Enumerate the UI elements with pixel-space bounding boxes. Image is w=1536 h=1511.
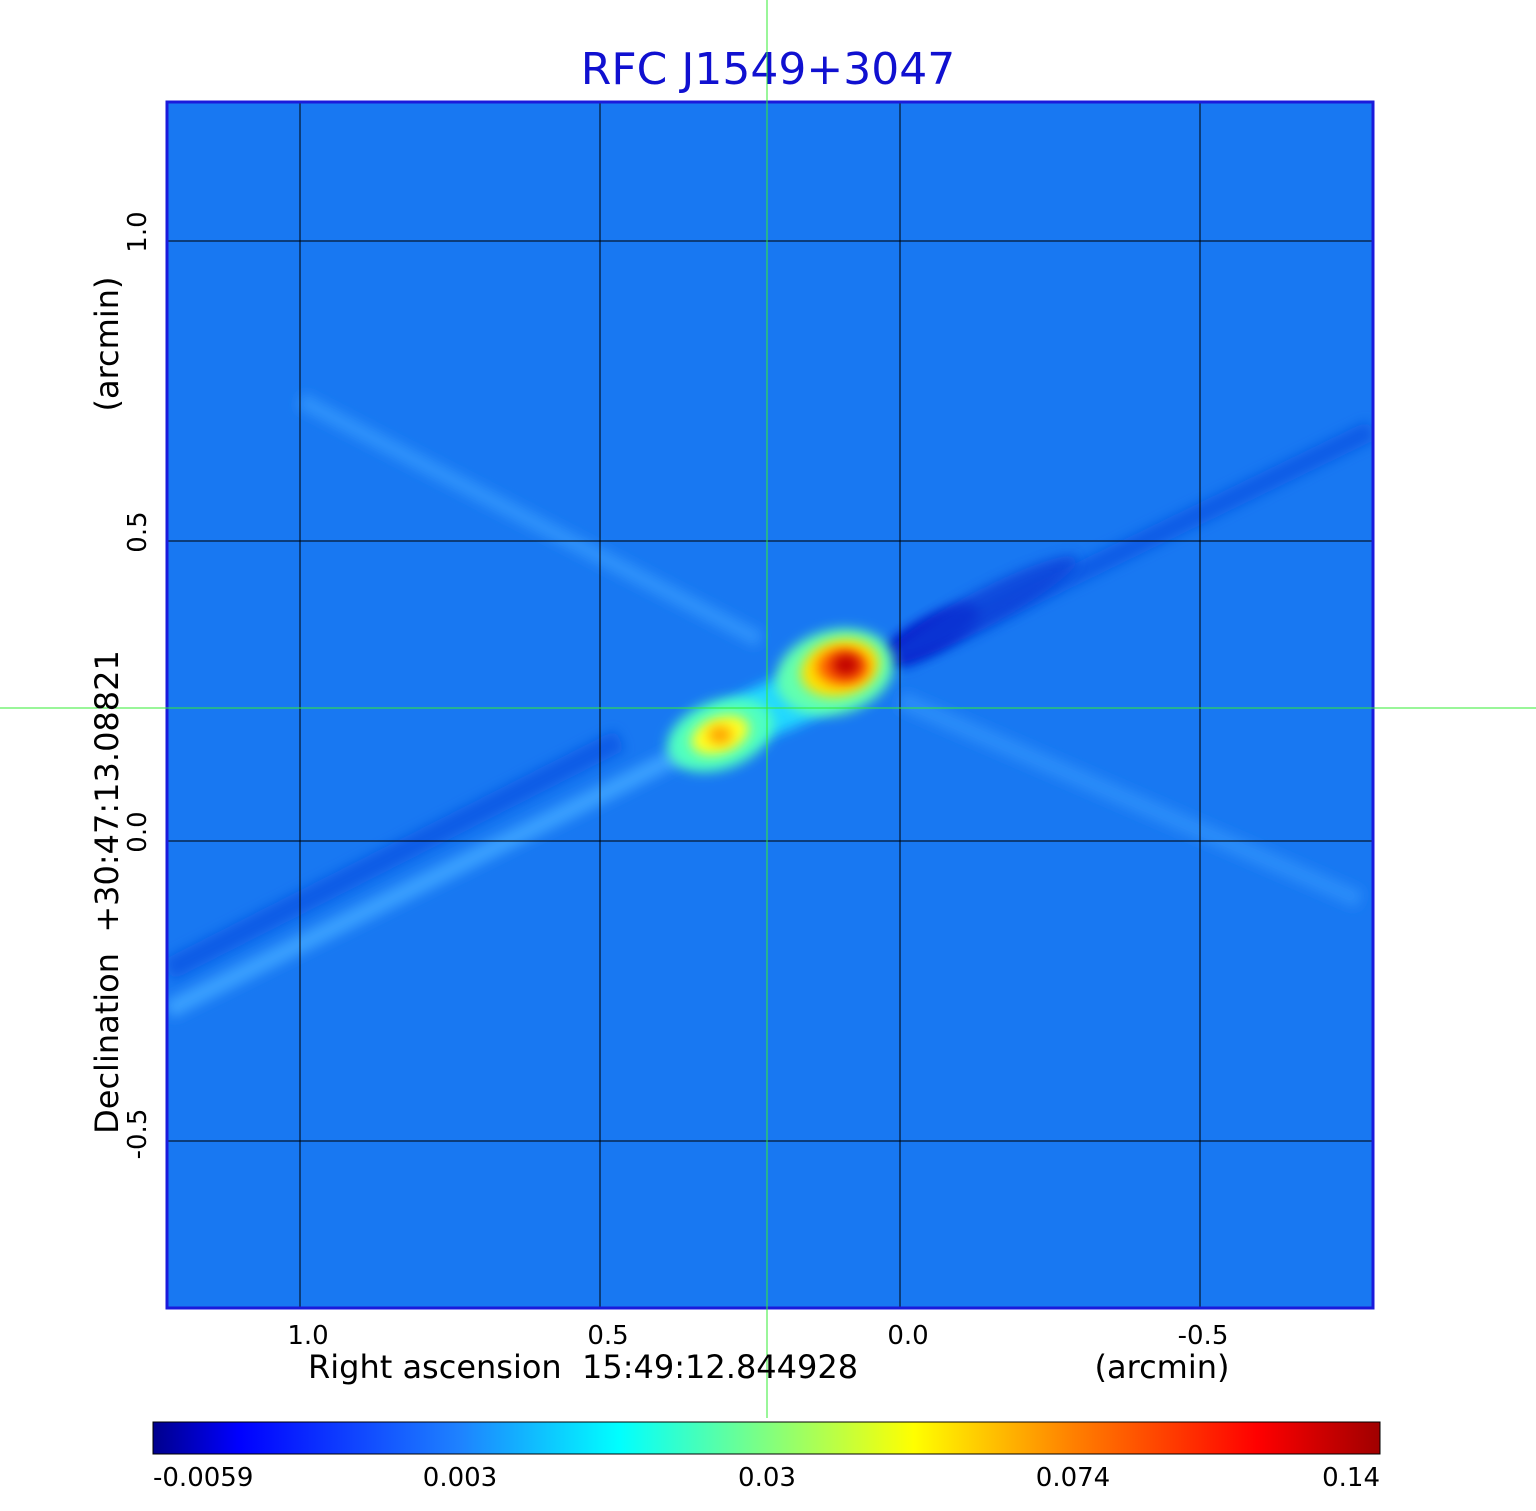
x-tick-labels: 1.0 0.5 0.0 -0.5 <box>287 1321 1228 1351</box>
colorbar-label: 0.03 <box>738 1463 796 1493</box>
colorbar-label: 0.14 <box>1322 1463 1380 1493</box>
colorbar-labels: -0.0059 0.003 0.03 0.074 0.14 <box>153 1463 1380 1493</box>
x-tick-label: 0.5 <box>587 1321 628 1351</box>
plot-area <box>168 103 1372 1307</box>
negative-sidelobe-halo <box>882 555 1078 665</box>
x-axis-label: Right ascension 15:49:12.844928 <box>308 1348 858 1386</box>
colorbar-label: 0.074 <box>1036 1463 1110 1493</box>
jet-component-peak <box>708 726 732 744</box>
plot-frame <box>165 100 1375 1310</box>
y-tick-label: 1.0 <box>123 211 153 252</box>
x-tick-label: -0.5 <box>1178 1321 1229 1351</box>
y-axis-unit: (arcmin) <box>88 277 126 412</box>
core-peak <box>832 654 860 676</box>
y-tick-labels: 1.0 0.5 0.0 -0.5 <box>123 211 153 1159</box>
y-axis-label: Declination +30:47:13.08821 <box>88 650 126 1134</box>
x-axis-unit: (arcmin) <box>1095 1348 1230 1386</box>
x-tick-label: 0.0 <box>887 1321 928 1351</box>
positive-sidelobe-streak-lower-left <box>168 736 705 1019</box>
sidelobe-streak-diagonal-lower <box>896 691 1364 909</box>
coordinate-grid <box>168 103 1372 1307</box>
sidelobe-streak-diagonal-upper <box>296 392 764 648</box>
colorbar-label: 0.003 <box>423 1463 497 1493</box>
colorbar-label: -0.0059 <box>153 1463 253 1493</box>
y-tick-label: 0.0 <box>123 811 153 852</box>
crosshair <box>0 0 1536 1418</box>
negative-sidelobe-streak-lower-left <box>168 730 625 980</box>
image-structure <box>168 392 1372 1019</box>
x-tick-label: 1.0 <box>287 1321 328 1351</box>
y-tick-label: -0.5 <box>123 1109 153 1160</box>
chart-title: RFC J1549+3047 <box>581 44 955 95</box>
colorbar <box>152 1421 1381 1455</box>
y-tick-label: 0.5 <box>123 511 153 552</box>
